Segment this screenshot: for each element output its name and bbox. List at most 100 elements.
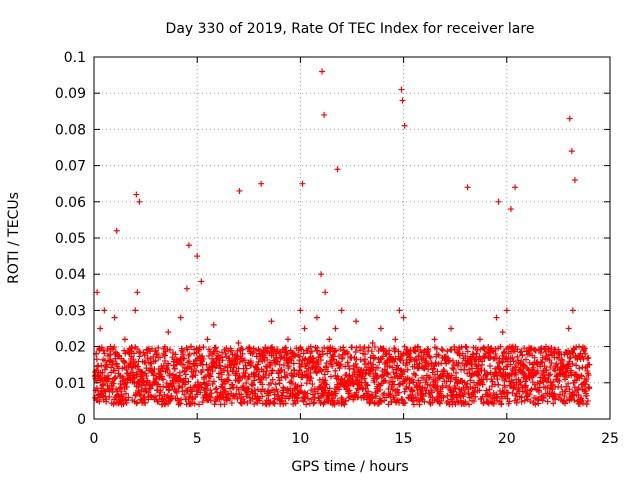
data-point <box>332 390 339 397</box>
data-point <box>541 363 548 370</box>
data-point <box>535 389 542 396</box>
data-point <box>540 395 547 402</box>
data-point <box>210 378 217 385</box>
data-point <box>352 360 359 367</box>
data-point <box>263 368 270 375</box>
x-axis-label: GPS time / hours <box>291 459 408 475</box>
data-point <box>230 364 237 371</box>
data-point <box>332 347 339 354</box>
data-point <box>305 395 312 402</box>
data-point <box>299 180 306 187</box>
data-point <box>215 370 222 377</box>
data-point <box>479 361 486 368</box>
y-tick-label: 0.01 <box>55 376 86 392</box>
data-point <box>396 307 403 314</box>
data-point <box>204 382 211 389</box>
data-point <box>558 356 565 363</box>
data-point <box>125 394 132 401</box>
data-point <box>127 348 134 355</box>
data-point <box>331 401 338 408</box>
data-point <box>421 398 428 405</box>
data-point <box>575 392 582 399</box>
data-point <box>236 359 243 366</box>
data-point <box>581 387 588 394</box>
data-point <box>578 372 585 379</box>
data-point <box>453 394 460 401</box>
data-point <box>95 372 102 379</box>
data-point <box>432 359 439 366</box>
data-point <box>544 398 551 405</box>
data-point <box>487 362 494 369</box>
data-point <box>324 350 331 357</box>
data-point <box>371 343 378 350</box>
data-point <box>494 376 501 383</box>
data-point <box>569 307 576 314</box>
data-point <box>456 350 463 357</box>
data-point <box>329 352 336 359</box>
data-point <box>298 382 305 389</box>
data-point <box>120 375 127 382</box>
data-point <box>486 386 493 393</box>
data-point <box>192 372 199 379</box>
data-point <box>507 206 514 213</box>
data-point <box>271 400 278 407</box>
data-point <box>353 374 360 381</box>
data-point <box>101 307 108 314</box>
data-point <box>298 361 305 368</box>
data-point <box>274 358 281 365</box>
data-point <box>269 367 276 374</box>
data-point <box>370 366 377 373</box>
data-point <box>321 371 328 378</box>
data-point <box>128 358 135 365</box>
data-point <box>274 388 281 395</box>
data-point <box>214 348 221 355</box>
data-point <box>225 377 232 384</box>
data-point <box>368 348 375 355</box>
data-point <box>186 351 193 358</box>
data-point <box>513 399 520 406</box>
data-point <box>131 350 138 357</box>
data-point <box>485 344 492 351</box>
data-point <box>401 122 408 129</box>
data-point <box>308 375 315 382</box>
data-point <box>182 379 189 386</box>
data-point <box>547 371 554 378</box>
data-point <box>439 347 446 354</box>
data-point <box>199 353 206 360</box>
data-point <box>121 358 128 365</box>
data-point <box>562 388 569 395</box>
data-point <box>277 367 284 374</box>
data-point <box>451 343 458 350</box>
data-point <box>435 352 442 359</box>
data-point <box>337 346 344 353</box>
data-point <box>483 387 490 394</box>
y-tick-label: 0.06 <box>55 195 86 211</box>
data-point <box>555 355 562 362</box>
data-point <box>216 359 223 366</box>
data-point <box>361 358 368 365</box>
y-tick-label: 0.04 <box>55 267 86 283</box>
data-point <box>566 386 573 393</box>
data-point <box>363 381 370 388</box>
data-point <box>301 325 308 332</box>
data-point <box>355 393 362 400</box>
data-point <box>368 391 375 398</box>
data-point <box>129 369 136 376</box>
data-point <box>386 379 393 386</box>
data-point <box>391 358 398 365</box>
data-point <box>160 396 167 403</box>
data-point <box>297 363 304 370</box>
data-point <box>571 384 578 391</box>
data-point <box>241 357 248 364</box>
data-point <box>416 401 423 408</box>
data-point <box>271 391 278 398</box>
data-point <box>448 372 455 379</box>
data-point <box>176 399 183 406</box>
data-point <box>227 361 234 368</box>
data-point <box>111 314 118 321</box>
data-point <box>265 392 272 399</box>
data-point <box>382 377 389 384</box>
data-point <box>143 373 150 380</box>
data-point <box>241 398 248 405</box>
data-point <box>578 373 585 380</box>
